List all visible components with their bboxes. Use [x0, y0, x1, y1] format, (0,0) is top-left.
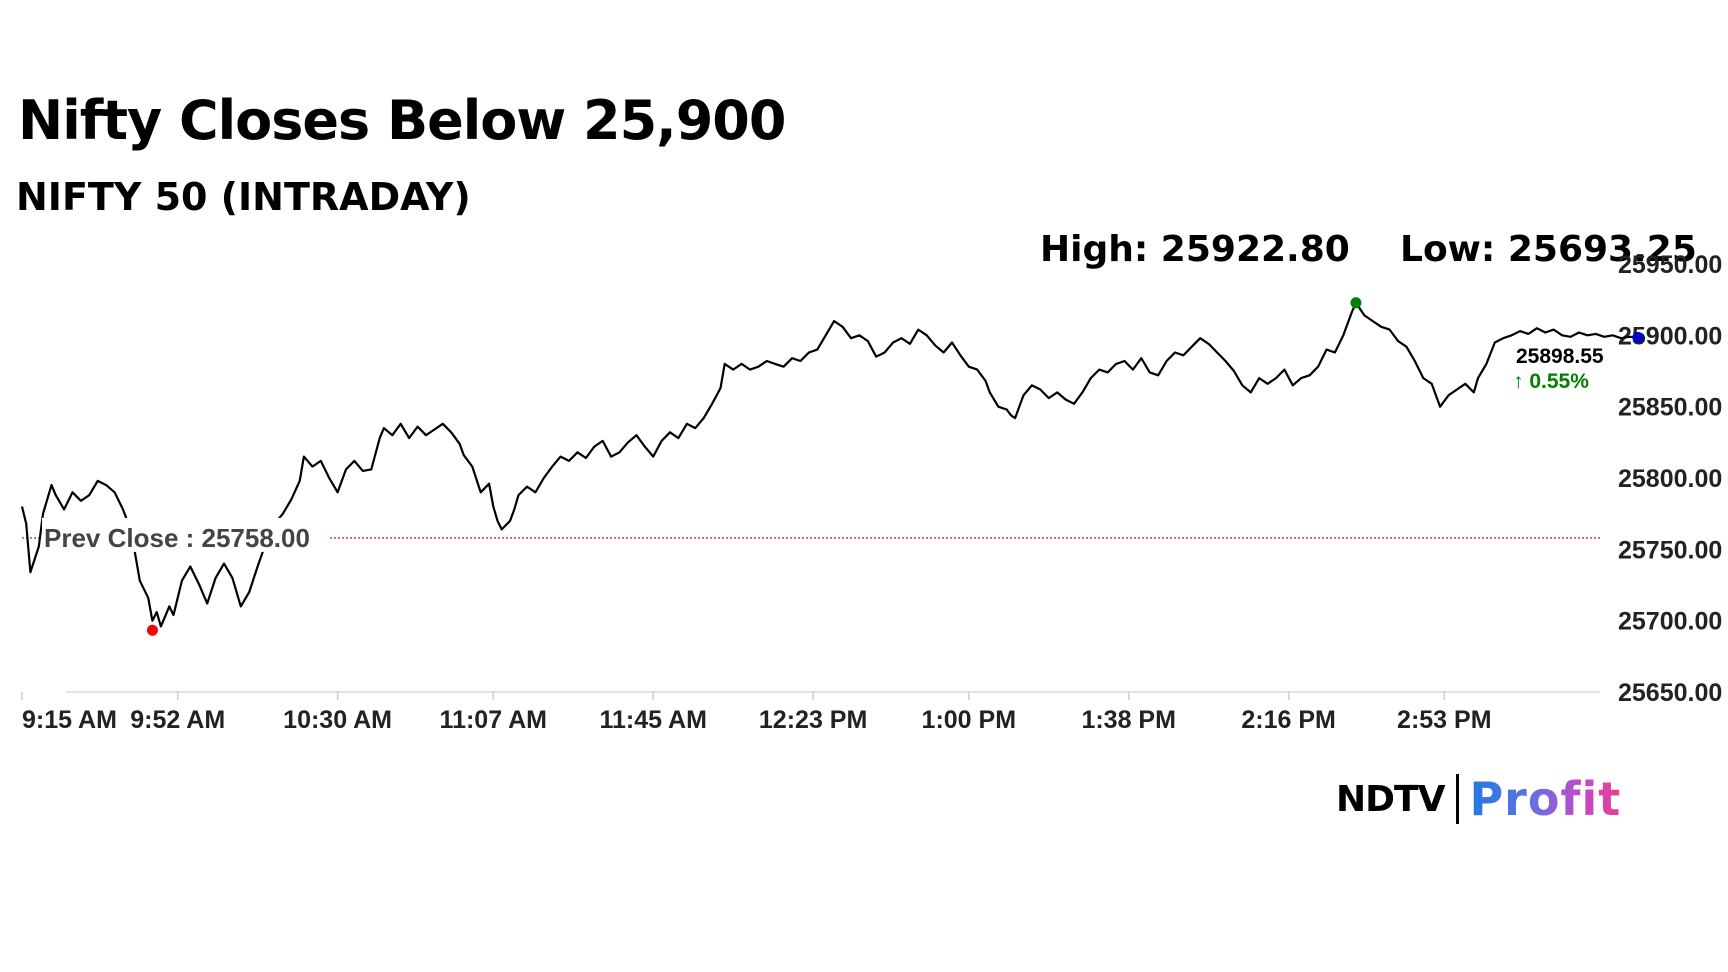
y-tick-label: 25800.00	[1618, 465, 1722, 493]
chart-subtitle: NIFTY 50 (INTRADAY)	[16, 175, 471, 219]
low-value-label: Low: 25693.25	[1400, 229, 1697, 270]
x-tick-label: 11:07 AM	[440, 706, 547, 734]
x-tick-label: 9:52 AM	[130, 706, 225, 734]
chart-title: Nifty Closes Below 25,900	[18, 89, 786, 152]
x-tick-label: 12:23 PM	[759, 706, 867, 734]
logo-divider	[1456, 774, 1460, 824]
x-tick-label: 10:30 AM	[283, 706, 392, 734]
x-tick-label: 1:00 PM	[922, 706, 1016, 734]
x-tick-label: 9:15 AM	[22, 706, 117, 734]
ndtv-profit-logo: NDTV Profit	[1336, 772, 1621, 826]
high-point-marker	[1350, 297, 1362, 309]
logo-ndtv-text: NDTV	[1336, 778, 1445, 820]
y-tick-label: 25750.00	[1618, 536, 1722, 564]
last-value-label: 25898.55	[1516, 345, 1604, 368]
y-tick-label: 25950.00	[1618, 251, 1722, 279]
price-series-line	[20, 301, 1638, 628]
x-tick-label: 1:38 PM	[1081, 706, 1175, 734]
x-tick-label: 11:45 AM	[599, 706, 706, 734]
prev-close-label: Prev Close : 25758.00	[44, 523, 310, 553]
y-tick-label: 25850.00	[1618, 394, 1722, 422]
x-tick-label: 2:16 PM	[1241, 706, 1335, 734]
prev-close-label-bg	[42, 517, 328, 552]
y-tick-label: 25700.00	[1618, 608, 1722, 636]
x-tick-label: 2:53 PM	[1397, 706, 1491, 734]
last-point-marker	[1632, 331, 1644, 343]
high-value-label: High: 25922.80	[1040, 229, 1350, 270]
y-tick-label: 25650.00	[1618, 679, 1722, 707]
change-percent-label: ↑ 0.55%	[1513, 370, 1589, 393]
low-point-marker	[146, 624, 158, 636]
logo-profit-text: Profit	[1469, 772, 1622, 826]
